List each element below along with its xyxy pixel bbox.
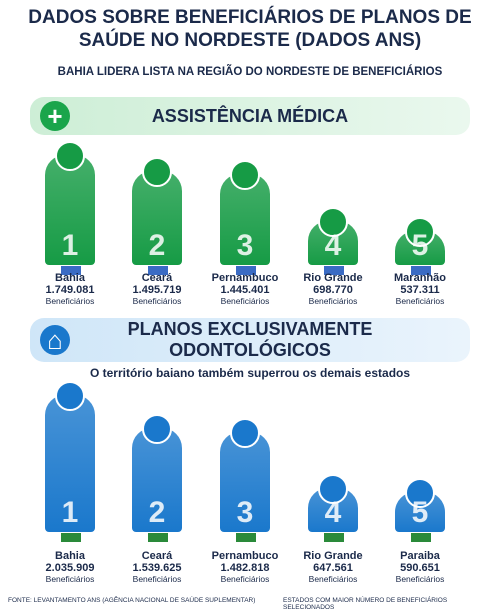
unit-label: Beneficiários — [395, 296, 445, 306]
value-label: 537.311 — [400, 283, 440, 296]
bar-icon — [405, 217, 435, 248]
category-label: Bahia — [55, 272, 85, 284]
value-label: 1.749.081 — [45, 283, 95, 296]
category-label: Pernambuco — [211, 550, 279, 562]
rank: 5 — [411, 229, 429, 262]
rank: 4 — [324, 229, 342, 262]
value-label: 1.539.625 — [132, 561, 182, 574]
bar-icon — [55, 141, 85, 171]
flag — [147, 532, 169, 543]
chart-title: ASSISTÊNCIA MÉDICA — [151, 105, 349, 126]
rank: 5 — [411, 496, 429, 529]
rank: 4 — [324, 496, 342, 529]
label-group: Bahia 1.749.081 Beneficiários — [25, 272, 115, 308]
category-label: Maranhão — [394, 272, 446, 284]
unit-label: Beneficiários — [45, 296, 95, 306]
value-label: 1.445.401 — [220, 283, 270, 296]
value-label: 2.035.909 — [45, 561, 95, 574]
bar-icon — [55, 381, 85, 411]
banner: ⌂ PLANOS EXCLUSIVAMENTE ODONTOLÓGICOS — [30, 318, 470, 362]
category-label: Ceará — [141, 272, 173, 284]
value-label: 1.495.719 — [132, 283, 182, 296]
title: DADOS SOBRE BENEFICIÁRIOS DE PLANOS DE S… — [28, 7, 472, 51]
label-group: Pernambuco 1.482.818 Beneficiários — [200, 550, 290, 586]
banner: + ASSISTÊNCIA MÉDICA — [30, 97, 470, 135]
unit-label: Beneficiários — [308, 574, 358, 584]
category-label: Bahia — [55, 550, 85, 562]
bar — [45, 155, 95, 265]
value-label: 698.770 — [313, 283, 353, 296]
flag — [323, 532, 345, 543]
category-label: Rio Grande — [303, 550, 363, 562]
value-label: 1.482.818 — [220, 561, 270, 574]
unit-label: Beneficiários — [220, 296, 270, 306]
label-group: Paraiba 590.651 Beneficiários — [375, 550, 465, 586]
label-group: Pernambuco 1.445.401 Beneficiários — [200, 272, 290, 308]
bar-icon — [318, 474, 348, 505]
rank: 3 — [236, 229, 254, 262]
bar — [45, 395, 95, 532]
bar-icon — [230, 418, 260, 449]
unit-label: Beneficiários — [395, 574, 445, 584]
unit-label: Beneficiários — [132, 574, 182, 584]
subtitle: BAHIA LIDERA LISTA NA REGIÃO DO NORDESTE… — [57, 66, 443, 78]
category-label: Ceará — [141, 550, 173, 562]
category-label: Paraiba — [400, 550, 440, 562]
footer-source: FONTE: LEVANTAMENTO ANS (AGÊNCIA NACIONA… — [8, 597, 256, 604]
label-group: Ceará 1.539.625 Beneficiários — [112, 550, 202, 586]
bar — [220, 432, 270, 532]
chart-subtitle: O território baiano também superrou os d… — [89, 366, 411, 380]
rank: 3 — [236, 496, 254, 529]
value-label: 590.651 — [400, 561, 440, 574]
bar-icon — [142, 414, 172, 445]
label-group: Rio Grande 698.770 Beneficiários — [288, 272, 378, 308]
flag — [235, 265, 257, 276]
plus-icon: + — [40, 101, 70, 131]
rank: 1 — [61, 229, 79, 262]
label-group: Ceará 1.495.719 Beneficiários — [112, 272, 202, 308]
flag — [60, 265, 82, 276]
flag — [410, 532, 432, 543]
footer-note: ESTADOS COM MAIOR NÚMERO DE BENEFICIÁRIO… — [283, 597, 448, 610]
flag — [235, 532, 257, 543]
flag — [323, 265, 345, 276]
rank: 1 — [61, 496, 79, 529]
category-label: Pernambuco — [211, 272, 279, 284]
label-group: Rio Grande 647.561 Beneficiários — [288, 550, 378, 586]
flag — [410, 265, 432, 276]
unit-label: Beneficiários — [132, 296, 182, 306]
tooth-icon: ⌂ — [40, 325, 70, 355]
bar-icon — [405, 478, 435, 509]
flag — [147, 265, 169, 276]
category-label: Rio Grande — [303, 272, 363, 284]
unit-label: Beneficiários — [308, 296, 358, 306]
label-group: Maranhão 537.311 Beneficiários — [375, 272, 465, 308]
bar-icon — [318, 207, 348, 238]
rank: 2 — [148, 496, 166, 529]
value-label: 647.561 — [313, 561, 353, 574]
label-group: Bahia 2.035.909 Beneficiários — [25, 550, 115, 586]
rank: 2 — [148, 229, 166, 262]
bar-icon — [230, 160, 260, 191]
bar-icon — [142, 156, 172, 187]
unit-label: Beneficiários — [220, 574, 270, 584]
chart-title: PLANOS EXCLUSIVAMENTE ODONTOLÓGICOS — [127, 319, 373, 360]
bar — [132, 428, 182, 532]
flag — [60, 532, 82, 543]
unit-label: Beneficiários — [45, 574, 95, 584]
